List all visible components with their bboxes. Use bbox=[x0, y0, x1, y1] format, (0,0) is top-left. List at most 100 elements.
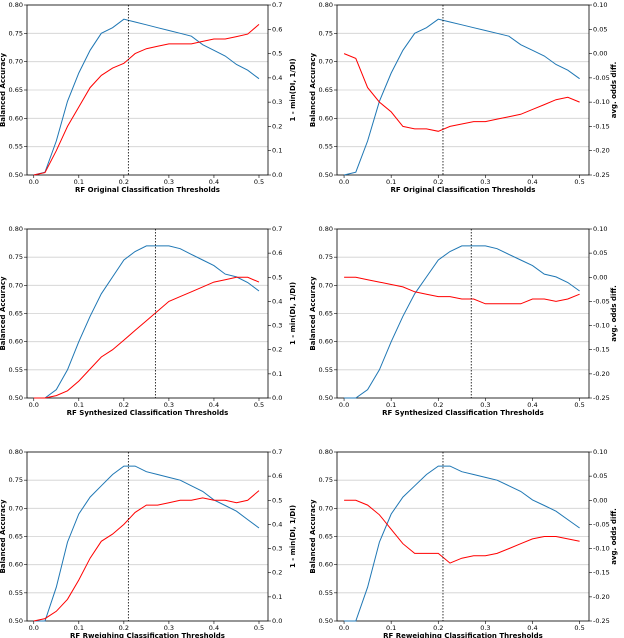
plot-frame bbox=[26, 4, 269, 176]
y-tick-label: 0.70 bbox=[9, 58, 23, 66]
x-tick-label: 0.5 bbox=[574, 624, 584, 632]
y2-tick-label: 0.4 bbox=[272, 297, 282, 305]
y2-tick-label: 0.6 bbox=[272, 25, 282, 33]
y-tick-label: 0.55 bbox=[9, 366, 23, 374]
plot-frame bbox=[336, 451, 590, 622]
y2-tick-label: 0.6 bbox=[272, 249, 282, 257]
x-axis-label: RF Original Classification Thresholds bbox=[391, 186, 536, 194]
y-tick-label: 0.50 bbox=[9, 617, 23, 625]
y-tick-label: 0.75 bbox=[319, 29, 333, 37]
y2-axis-label: avg. odds diff. bbox=[610, 508, 618, 565]
x-tick-label: 0.4 bbox=[209, 401, 219, 409]
y2-tick-label: 0.10 bbox=[593, 1, 607, 9]
x-axis-label: RF Rweighing Classification Thresholds bbox=[70, 632, 225, 638]
x-tick-label: 0.0 bbox=[29, 178, 39, 186]
line-series bbox=[33, 24, 260, 176]
y2-tick-label: 0.05 bbox=[593, 249, 607, 257]
line-series bbox=[33, 465, 260, 622]
line-series bbox=[343, 18, 580, 176]
y2-tick-label: -0.10 bbox=[593, 98, 610, 106]
y2-tick-label: 0.7 bbox=[272, 225, 282, 233]
y-tick-label: 0.80 bbox=[319, 225, 333, 233]
y2-tick-label: 0.4 bbox=[272, 520, 282, 528]
y2-tick-label: 0.10 bbox=[593, 225, 607, 233]
x-tick-label: 0.2 bbox=[433, 401, 443, 409]
x-tick-label: 0.0 bbox=[339, 624, 349, 632]
x-tick-label: 0.1 bbox=[74, 401, 84, 409]
y2-tick-label: 0.3 bbox=[272, 98, 282, 106]
y-tick-label: 0.50 bbox=[9, 171, 23, 179]
y2-tick-label: 0.5 bbox=[272, 273, 282, 281]
y-axis-label: Balanced Accuracy bbox=[0, 276, 7, 351]
y-tick-label: 0.55 bbox=[9, 143, 23, 151]
y-tick-label: 0.80 bbox=[319, 448, 333, 456]
x-tick-label: 0.2 bbox=[119, 178, 129, 186]
y2-tick-label: 0.00 bbox=[593, 496, 607, 504]
x-tick-label: 0.3 bbox=[164, 178, 174, 186]
y-tick-label: 0.60 bbox=[9, 338, 23, 346]
x-axis-label: RF Original Classification Thresholds bbox=[75, 186, 220, 194]
y2-tick-label: -0.25 bbox=[593, 394, 610, 402]
y2-tick-label: -0.05 bbox=[593, 297, 610, 305]
y-tick-label: 0.60 bbox=[319, 114, 333, 122]
y-axis-label: Balanced Accuracy bbox=[309, 53, 317, 128]
y-tick-label: 0.60 bbox=[319, 338, 333, 346]
y2-tick-label: -0.10 bbox=[593, 322, 610, 330]
y2-tick-label: 0.10 bbox=[593, 448, 607, 456]
x-tick-label: 0.5 bbox=[574, 178, 584, 186]
y2-tick-label: 0.05 bbox=[593, 25, 607, 33]
x-tick-label: 0.2 bbox=[119, 624, 129, 632]
x-tick-label: 0.3 bbox=[164, 401, 174, 409]
y-axis-label: Balanced Accuracy bbox=[309, 499, 317, 574]
plot-frame bbox=[26, 451, 269, 622]
y-axis-label: Balanced Accuracy bbox=[309, 276, 317, 351]
y-axis-label: Balanced Accuracy bbox=[0, 499, 7, 574]
y2-axis-label: 1 - min(DI, 1/DI) bbox=[289, 282, 297, 345]
x-tick-label: 0.3 bbox=[480, 178, 490, 186]
y-tick-label: 0.80 bbox=[9, 448, 23, 456]
x-tick-label: 0.4 bbox=[527, 178, 537, 186]
x-tick-label: 0.5 bbox=[254, 401, 264, 409]
x-axis-label: RF Synthesized Classification Thresholds bbox=[382, 409, 544, 417]
y-tick-label: 0.70 bbox=[319, 281, 333, 289]
y-tick-label: 0.65 bbox=[9, 86, 23, 94]
y-tick-label: 0.50 bbox=[319, 171, 333, 179]
line-series bbox=[344, 276, 580, 305]
x-tick-label: 0.0 bbox=[339, 401, 349, 409]
x-tick-label: 0.1 bbox=[386, 624, 396, 632]
y-tick-label: 0.70 bbox=[9, 504, 23, 512]
y-tick-label: 0.65 bbox=[319, 310, 333, 318]
line-series bbox=[344, 245, 580, 399]
x-tick-label: 0.0 bbox=[29, 624, 39, 632]
y2-axis-label: avg. odds diff. bbox=[610, 62, 618, 119]
x-tick-label: 0.1 bbox=[386, 401, 396, 409]
y2-tick-label: 0.00 bbox=[593, 50, 607, 58]
x-tick-label: 0.2 bbox=[119, 401, 129, 409]
y2-tick-label: 0.1 bbox=[272, 593, 282, 601]
y-tick-label: 0.55 bbox=[319, 589, 333, 597]
y2-tick-label: 0.2 bbox=[272, 569, 282, 577]
y2-tick-label: 0.7 bbox=[272, 1, 282, 9]
x-tick-label: 0.2 bbox=[433, 178, 443, 186]
line-series bbox=[33, 490, 260, 622]
y-tick-label: 0.50 bbox=[319, 394, 333, 402]
y-tick-label: 0.60 bbox=[319, 561, 333, 569]
y-tick-label: 0.70 bbox=[319, 504, 333, 512]
line-series bbox=[344, 499, 580, 564]
x-tick-label: 0.4 bbox=[527, 401, 537, 409]
y2-tick-label: 0.0 bbox=[272, 171, 282, 179]
x-tick-label: 0.2 bbox=[433, 624, 443, 632]
y-tick-label: 0.65 bbox=[9, 310, 23, 318]
y2-tick-label: 0.5 bbox=[272, 496, 282, 504]
y2-tick-label: 0.6 bbox=[272, 472, 282, 480]
line-series bbox=[33, 276, 260, 399]
y-tick-label: 0.80 bbox=[9, 225, 23, 233]
y2-tick-label: -0.15 bbox=[593, 569, 610, 577]
y2-tick-label: 0.1 bbox=[272, 147, 282, 155]
x-tick-label: 0.4 bbox=[527, 624, 537, 632]
x-tick-label: 0.1 bbox=[386, 178, 396, 186]
y-tick-label: 0.75 bbox=[9, 476, 23, 484]
y2-tick-label: 0.1 bbox=[272, 370, 282, 378]
y2-tick-label: -0.25 bbox=[593, 171, 610, 179]
